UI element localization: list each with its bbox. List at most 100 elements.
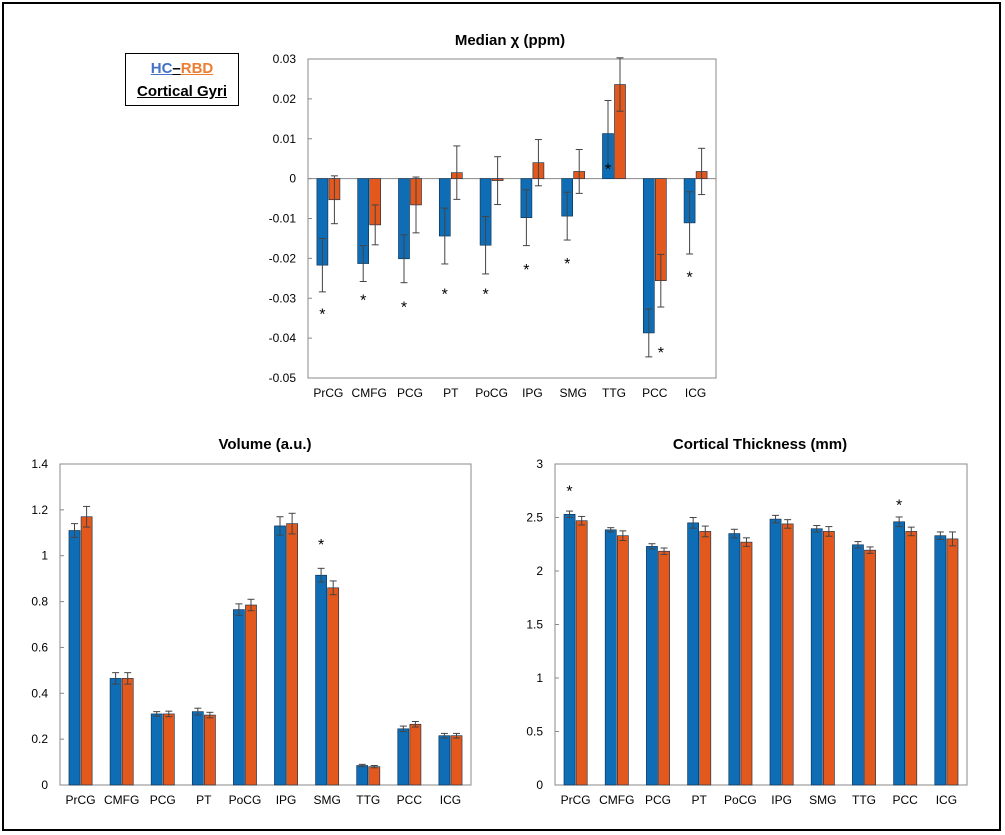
- cortical-thickness-bar-rbd: [616, 535, 629, 786]
- cortical-thickness-ytick-label: 1: [536, 671, 543, 685]
- volume-bar-rbd: [368, 766, 381, 786]
- cortical-thickness-bar-hc: [646, 546, 658, 786]
- cortical-thickness-significance-star: *: [566, 484, 572, 501]
- volume-bar-rbd: [286, 523, 298, 786]
- legend-region: Cortical Gyri: [136, 83, 228, 100]
- volume-xtick-label: PT: [196, 793, 212, 807]
- cortical-thickness-xtick-label: IPG: [771, 793, 792, 807]
- cortical-thickness-xtick-label: SMG: [809, 793, 836, 807]
- cortical-thickness-ytick-label: 2.5: [526, 511, 543, 525]
- cortical-thickness-bar-hc: [563, 513, 576, 786]
- volume-xtick-label: PCG: [150, 793, 176, 807]
- volume-bar-rbd: [245, 604, 257, 786]
- volume-bar-hc: [150, 713, 163, 786]
- volume-bar-rbd: [162, 713, 175, 786]
- median-chi-significance-star: *: [319, 306, 325, 323]
- cortical-thickness-bar-hc: [934, 535, 947, 786]
- cortical-thickness-bar-hc: [852, 544, 864, 786]
- cortical-thickness-xtick-label: PCG: [645, 793, 671, 807]
- median-chi-significance-star: *: [605, 162, 611, 179]
- cortical-thickness-ytick-label: 0.5: [526, 725, 543, 739]
- median-chi-plot-area: [307, 58, 717, 379]
- median-chi-significance-star: *: [401, 300, 407, 317]
- cortical-thickness-bar-hc: [687, 522, 699, 786]
- cortical-thickness-title: Cortical Thickness (mm): [673, 436, 847, 453]
- cortical-thickness-bar-rbd: [575, 520, 588, 786]
- median-chi-xtick-label: PCC: [642, 386, 668, 400]
- median-chi-xtick-label: SMG: [560, 386, 587, 400]
- volume-xtick-label: TTG: [356, 793, 380, 807]
- median-chi-xtick-label: PCG: [397, 386, 423, 400]
- volume-title: Volume (a.u.): [218, 436, 311, 453]
- volume-ytick-label: 0.8: [31, 595, 48, 609]
- cortical-thickness-xtick-label: ICG: [936, 793, 957, 807]
- cortical-thickness-bar-rbd: [864, 549, 876, 786]
- volume-ytick-label: 0: [41, 778, 48, 792]
- legend-box: HC–RBD Cortical Gyri: [125, 53, 239, 106]
- volume-bar-hc: [109, 678, 122, 786]
- volume-xtick-label: PrCG: [66, 793, 96, 807]
- cortical-thickness-xtick-label: PT: [692, 793, 708, 807]
- cortical-thickness-bar-rbd: [740, 541, 753, 786]
- volume-bar-hc: [397, 728, 410, 786]
- volume-ytick-label: 1: [41, 549, 48, 563]
- cortical-thickness-bar-hc: [810, 528, 823, 786]
- median-chi-ytick-label: -0.01: [269, 212, 297, 226]
- legend-groups: HC–RBD: [126, 57, 238, 80]
- cortical-thickness-xtick-label: TTG: [852, 793, 876, 807]
- volume-xtick-label: CMFG: [104, 793, 139, 807]
- volume-bar-hc: [274, 525, 286, 786]
- median-chi-ytick-label: -0.02: [269, 251, 297, 265]
- cortical-thickness-bar-rbd: [822, 531, 835, 786]
- volume-bar-rbd: [409, 723, 422, 786]
- median-chi-significance-star: *: [482, 286, 488, 303]
- volume-bar-rbd: [204, 714, 216, 786]
- median-chi-significance-star: *: [686, 269, 692, 286]
- cortical-thickness-ytick-label: 1.5: [526, 618, 543, 632]
- cortical-thickness-bar-hc: [728, 533, 741, 786]
- volume-bar-hc: [315, 574, 327, 786]
- volume-bar-hc: [68, 530, 81, 786]
- median-chi-ytick-label: 0.03: [273, 52, 297, 66]
- cortical-thickness-bar-hc: [604, 529, 617, 786]
- volume-bar-rbd: [450, 735, 463, 786]
- volume-bar-rbd: [327, 587, 340, 786]
- median-chi-ytick-label: -0.05: [269, 371, 297, 385]
- volume-ytick-label: 0.6: [31, 640, 48, 654]
- median-chi-significance-star: *: [442, 286, 448, 303]
- volume-xtick-label: IPG: [276, 793, 297, 807]
- volume-bar-rbd: [121, 678, 134, 786]
- volume-significance-star: *: [318, 537, 324, 554]
- cortical-thickness-bar-rbd: [699, 531, 712, 786]
- volume-ytick-label: 1.2: [31, 503, 48, 517]
- median-chi-title: Median χ (ppm): [455, 32, 565, 49]
- volume-plot-area: [59, 463, 472, 786]
- median-chi-significance-star: *: [360, 292, 366, 309]
- median-chi-significance-star: *: [658, 345, 664, 362]
- cortical-thickness-significance-star: *: [896, 498, 902, 515]
- cortical-thickness-xtick-label: PCC: [893, 793, 919, 807]
- median-chi-ytick-label: -0.04: [269, 331, 297, 345]
- cortical-thickness-bar-hc: [893, 521, 905, 786]
- cortical-thickness-bar-rbd: [658, 550, 670, 786]
- median-chi-xtick-label: PrCG: [313, 386, 343, 400]
- volume-xtick-label: PoCG: [229, 793, 262, 807]
- cortical-thickness-ytick-label: 0: [536, 778, 543, 792]
- volume-bar-hc: [438, 735, 451, 786]
- median-chi-ytick-label: -0.03: [269, 291, 297, 305]
- volume-bar-hc: [191, 711, 204, 786]
- cortical-thickness-bar-rbd: [946, 538, 959, 786]
- median-chi-significance-star: *: [564, 256, 570, 273]
- median-chi-xtick-label: IPG: [522, 386, 543, 400]
- cortical-thickness-xtick-label: PoCG: [724, 793, 757, 807]
- median-chi-xtick-label: CMFG: [352, 386, 387, 400]
- cortical-thickness-xtick-label: CMFG: [599, 793, 634, 807]
- median-chi-xtick-label: PoCG: [475, 386, 508, 400]
- volume-bar-hc: [356, 765, 369, 786]
- cortical-thickness-xtick-label: PrCG: [561, 793, 591, 807]
- median-chi-ytick-label: 0: [289, 172, 296, 186]
- volume-xtick-label: PCC: [397, 793, 423, 807]
- cortical-thickness-ytick-label: 3: [536, 457, 543, 471]
- median-chi-xtick-label: TTG: [602, 386, 626, 400]
